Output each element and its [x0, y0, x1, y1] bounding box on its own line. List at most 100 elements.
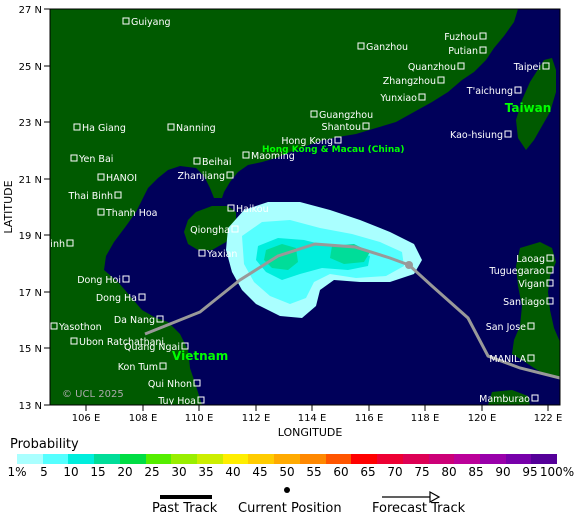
- lon-tick-label: 108 E: [129, 413, 158, 424]
- city-label: Ubon Ratchathani: [79, 337, 164, 348]
- city-marker: [527, 322, 535, 330]
- city-marker: [457, 62, 465, 70]
- x-axis-label: LONGITUDE: [278, 426, 343, 439]
- city-marker: [242, 151, 250, 159]
- lon-tick-label: 118 E: [411, 413, 440, 424]
- city-label: Yunxiao: [379, 93, 417, 104]
- storm-track-line: [144, 242, 561, 380]
- city-marker: [114, 191, 122, 199]
- city-marker: [122, 275, 130, 283]
- city-marker: [334, 136, 342, 144]
- colorbar-label: 20: [117, 465, 133, 479]
- city-marker: [167, 123, 175, 131]
- city-marker: [310, 110, 318, 118]
- colorbar-label: 100%: [539, 465, 575, 479]
- city-marker: [122, 17, 130, 25]
- lat-tick-label: 23 N: [19, 118, 42, 129]
- city-label: T'aichung: [466, 86, 513, 97]
- city-label: Ganzhou: [366, 42, 408, 53]
- colorbar-swatch: [454, 454, 480, 464]
- probability-swath: [226, 202, 422, 318]
- city-marker: [193, 379, 201, 387]
- colorbar-label: 5: [40, 465, 48, 479]
- colorbar-swatch: [377, 454, 403, 464]
- city-label: Maoming: [251, 151, 295, 162]
- city-label: Dong Hoi: [77, 275, 121, 286]
- legend-title: Probability: [10, 437, 79, 452]
- colorbar-swatch: [299, 454, 326, 464]
- axes: 27 N 25 N 23 N 21 N 19 N 17 N 15 N 13 N 106 E 108…: [2, 5, 562, 439]
- city-marker: [546, 254, 554, 262]
- city-marker: [437, 76, 445, 84]
- city-marker: [546, 279, 554, 287]
- colorbar-swatch: [505, 454, 532, 464]
- forecast-arrow-head: [429, 490, 441, 504]
- city-marker: [156, 315, 164, 323]
- city-label: Zhangzhou: [383, 76, 436, 87]
- colorbar-label: 90: [495, 465, 511, 479]
- city-label: Shantou: [322, 122, 361, 133]
- city-label: Mamburao: [479, 394, 530, 405]
- city-label: Guangzhou: [319, 110, 373, 121]
- city-labels: Guiyang Ganzhou Fuzhou Putian Quanzhou Zhangz…: [44, 17, 554, 407]
- lon-tick-label: 112 E: [242, 413, 271, 424]
- city-label: Taipei: [513, 62, 541, 73]
- colorbar-swatch: [197, 454, 223, 464]
- city-marker: [479, 32, 487, 40]
- city-marker: [97, 173, 105, 181]
- colorbar-swatch: [248, 454, 275, 464]
- current-position-label: Current Position: [238, 501, 342, 516]
- city-marker: [231, 225, 239, 233]
- colorbar-swatch: [145, 454, 172, 464]
- colorbar-label: 15: [90, 465, 106, 479]
- city-marker: [357, 42, 365, 50]
- city-label: Qiongha: [190, 225, 230, 236]
- city-marker: [73, 123, 81, 131]
- lon-tick-label: 122 E: [534, 413, 563, 424]
- city-label: Fuzhou: [444, 32, 478, 43]
- lon-tick-label: 106 E: [72, 413, 101, 424]
- colorbar-label: 85: [468, 465, 484, 479]
- y-axis-label: LATITUDE: [2, 180, 15, 233]
- city-label: San Jose: [486, 322, 526, 333]
- city-label: Kon Tum: [118, 362, 158, 373]
- colorbar-swatch: [531, 454, 558, 464]
- colorbar-label: 30: [171, 465, 187, 479]
- city-marker: [138, 293, 146, 301]
- colorbar-swatch: [171, 454, 198, 464]
- lon-tick-label: 110 E: [185, 413, 214, 424]
- lat-tick-label: 25 N: [19, 62, 42, 73]
- colorbar-label: 45: [252, 465, 268, 479]
- colorbar-swatch: [402, 454, 429, 464]
- city-marker: [70, 154, 78, 162]
- colorbar-label: 75: [414, 465, 430, 479]
- city-marker: [197, 396, 205, 404]
- city-marker: [504, 130, 512, 138]
- city-label: Santiago: [503, 297, 545, 308]
- city-marker: [546, 297, 554, 305]
- colorbar-swatch: [325, 454, 352, 464]
- city-marker: [514, 86, 522, 94]
- city-marker: [479, 46, 487, 54]
- colorbar-swatch: [68, 454, 95, 464]
- city-marker: [198, 249, 206, 257]
- city-label: MANILA: [489, 354, 526, 365]
- lon-tick-label: 116 E: [355, 413, 384, 424]
- city-label: Da Nang: [114, 315, 155, 326]
- city-label: Yen Bai: [78, 154, 113, 165]
- city-label: Tuguegarao: [488, 266, 545, 277]
- city-marker: [527, 354, 535, 362]
- land-masses: [50, 9, 560, 405]
- lon-tick-label: 114 E: [298, 413, 327, 424]
- city-label: Yaxian: [206, 249, 237, 260]
- colorbar-label: 10: [63, 465, 79, 479]
- region-label: Hong Kong & Macau (China): [262, 145, 404, 155]
- colorbar-label: 55: [306, 465, 322, 479]
- city-label: Thanh Hoa: [105, 208, 158, 219]
- region-label: Vietnam: [172, 349, 228, 363]
- city-marker: [70, 337, 78, 345]
- colorbar-swatch: [222, 454, 249, 464]
- colorbar-swatch: [274, 454, 300, 464]
- city-marker: [227, 204, 235, 212]
- lat-tick-label: 27 N: [19, 5, 42, 16]
